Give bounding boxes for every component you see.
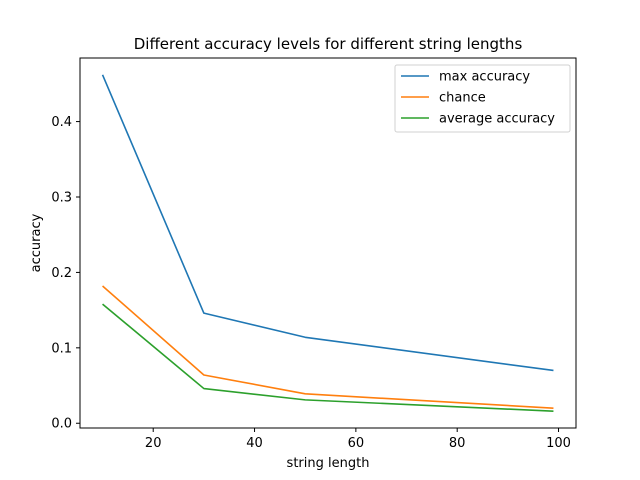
plot-frame xyxy=(79,57,577,429)
legend-label-chance: chance xyxy=(439,91,486,106)
series-line-average-accuracy xyxy=(102,303,554,412)
y-tick-label: 0.0 xyxy=(51,417,72,432)
legend-box xyxy=(394,64,571,133)
y-axis-label: accuracy xyxy=(29,213,44,272)
y-tick-label: 0.3 xyxy=(51,190,72,205)
legend-label-average-accuracy: average accuracy xyxy=(439,112,555,127)
x-tick-label: 100 xyxy=(546,436,571,451)
x-tick-label: 60 xyxy=(348,436,365,451)
chart-title: Different accuracy levels for different … xyxy=(134,35,523,53)
legend-label-max-accuracy: max accuracy xyxy=(439,70,530,85)
legend: max accuracy chance average accuracy xyxy=(394,64,571,133)
x-axis-label: string length xyxy=(287,456,370,471)
y-axis: 0.0 0.1 0.2 0.3 0.4 xyxy=(51,115,80,432)
y-tick-label: 0.4 xyxy=(51,115,72,130)
x-tick-label: 20 xyxy=(145,436,162,451)
series-layer xyxy=(101,74,554,412)
series-line-max-accuracy xyxy=(101,74,554,372)
y-tick-label: 0.2 xyxy=(51,266,72,281)
x-axis: 20 40 60 80 100 xyxy=(145,428,571,451)
y-tick-label: 0.1 xyxy=(51,341,72,356)
x-tick-label: 40 xyxy=(246,436,263,451)
series-line-chance xyxy=(102,285,554,409)
x-tick-label: 80 xyxy=(449,436,466,451)
